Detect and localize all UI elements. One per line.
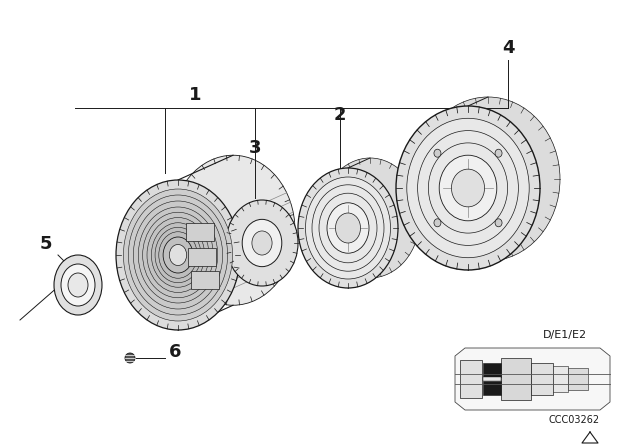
Bar [483,381,501,395]
Polygon shape [455,348,610,410]
Bar [186,223,214,241]
Bar [483,363,501,377]
Ellipse shape [305,177,390,279]
Ellipse shape [159,232,197,278]
Ellipse shape [252,231,272,255]
Ellipse shape [495,149,502,157]
Text: CCC03262: CCC03262 [549,415,600,425]
Ellipse shape [416,97,560,261]
Ellipse shape [151,223,205,287]
Ellipse shape [61,264,95,306]
Ellipse shape [147,217,209,293]
Ellipse shape [143,212,213,298]
Ellipse shape [54,255,102,315]
Text: 1: 1 [189,86,201,104]
Ellipse shape [428,143,508,233]
Bar [460,360,482,398]
Text: 4: 4 [502,39,515,57]
Ellipse shape [155,227,201,283]
Ellipse shape [335,213,360,243]
Ellipse shape [163,237,193,273]
Ellipse shape [68,273,88,297]
Ellipse shape [242,220,282,267]
Ellipse shape [407,118,529,258]
Bar [483,377,501,381]
Ellipse shape [439,155,497,221]
Ellipse shape [124,189,232,321]
Bar [191,271,219,289]
Text: 3: 3 [249,139,261,157]
Ellipse shape [226,200,298,286]
Text: 5: 5 [40,235,52,253]
Bar [531,363,553,395]
Ellipse shape [125,353,135,363]
Text: 2: 2 [333,106,346,124]
Ellipse shape [451,169,484,207]
Ellipse shape [138,207,218,303]
Ellipse shape [170,245,187,266]
Ellipse shape [396,106,540,270]
Ellipse shape [298,168,398,288]
Ellipse shape [320,158,420,278]
Ellipse shape [495,219,502,227]
Ellipse shape [434,149,441,157]
Ellipse shape [434,219,441,227]
Bar [553,366,568,392]
Ellipse shape [171,155,295,305]
Bar [244,223,280,263]
Bar [501,358,531,400]
Ellipse shape [319,193,377,263]
Ellipse shape [116,180,240,330]
Bar [188,248,216,266]
Ellipse shape [133,201,223,309]
Ellipse shape [129,195,228,315]
Text: D/E1/E2: D/E1/E2 [543,330,587,340]
Ellipse shape [418,131,518,246]
Ellipse shape [327,203,369,253]
Bar [568,368,588,390]
Ellipse shape [312,185,384,271]
Text: 6: 6 [169,343,181,361]
